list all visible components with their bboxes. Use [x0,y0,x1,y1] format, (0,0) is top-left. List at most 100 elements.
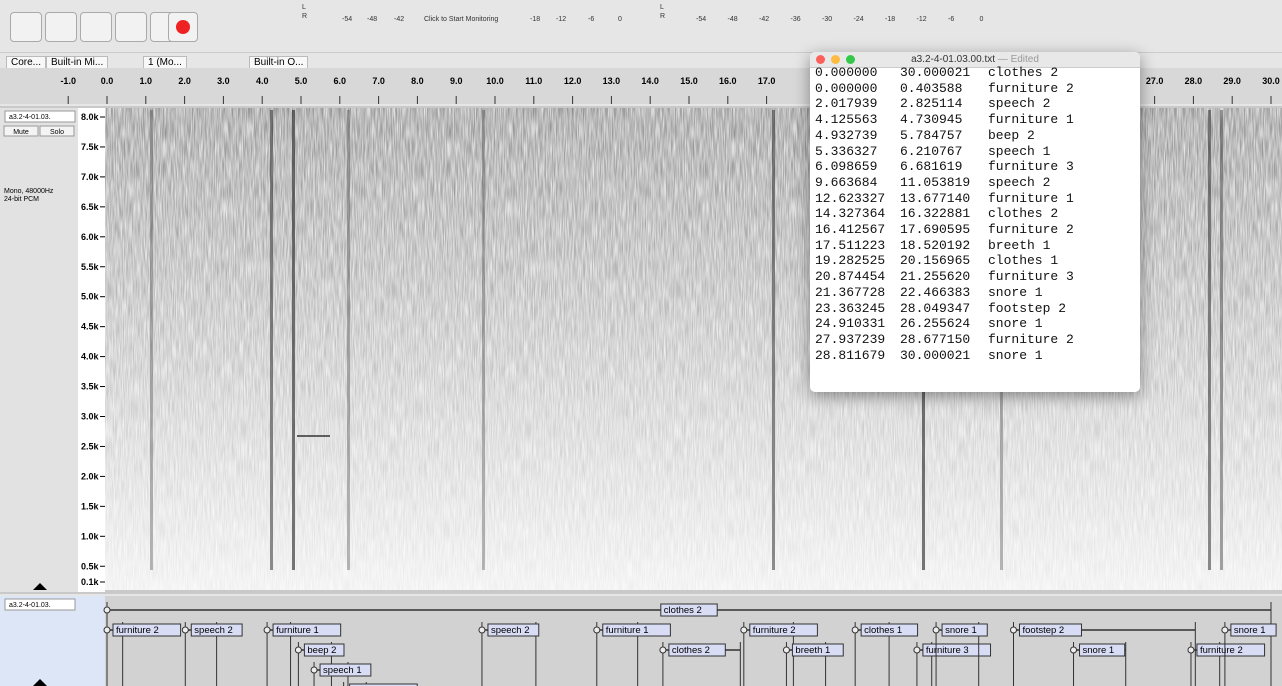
label-text: snore 1 [945,625,977,636]
ruler-tick-label: 15.0 [680,76,698,86]
row-end: 5.784757 [900,128,962,143]
ruler-tick-label: 7.0 [372,76,385,86]
label-handle [295,647,301,653]
ruler-tick-label: 8.0 [411,76,424,86]
label-text: speech 1 [323,665,362,676]
spectral-stripe [347,110,350,570]
spectral-stripe [1208,110,1211,570]
row-label: speech 2 [988,96,1050,111]
row-label: furniture 3 [988,159,1074,174]
row-start: 9.663684 [815,175,877,190]
track-button-label: Mute [13,129,29,136]
spectral-stripe [270,110,273,570]
freq-label: 1.5k [81,501,100,511]
freq-label: 7.5k [81,142,100,152]
label-handle [104,607,110,613]
row-start: 6.098659 [815,159,877,174]
label-text: snore 1 [1083,645,1115,656]
ruler-tick-label: 10.0 [486,76,504,86]
freq-label: 6.5k [81,202,100,212]
freq-label: 3.0k [81,412,100,422]
row-end: 30.000021 [900,65,970,80]
freq-label: 5.5k [81,262,100,272]
freq-label: 5.0k [81,292,100,302]
freq-label: 1.0k [81,531,100,541]
ruler-tick-label: 16.0 [719,76,737,86]
row-label: clothes 2 [988,206,1058,221]
row-label: beep 2 [988,128,1035,143]
ruler-tick-label: 12.0 [564,76,582,86]
row-label: footstep 2 [988,301,1066,316]
row-end: 4.730945 [900,112,962,127]
spectral-stripe [772,110,775,570]
freq-label: 4.5k [81,322,100,332]
track-panel [0,108,78,592]
row-start: 4.932739 [815,128,877,143]
ruler-tick-label: 17.0 [758,76,776,86]
row-end: 30.000021 [900,348,970,363]
row-label: furniture 1 [988,191,1074,206]
row-end: 28.049347 [900,301,970,316]
label-handle [852,627,858,633]
row-start: 14.327364 [815,206,885,221]
label-handle [1010,627,1016,633]
row-start: 16.412567 [815,222,885,237]
label-text: beep 2 [307,645,336,656]
label-handle [104,627,110,633]
ruler-tick-label: -1.0 [60,76,76,86]
freq-label: 0.1k [81,577,100,587]
label-handle [1071,647,1077,653]
label-handle [783,647,789,653]
ruler-tick-label: 29.0 [1223,76,1241,86]
row-end: 18.520192 [900,238,970,253]
row-start: 17.511223 [815,238,885,253]
label-handle [914,647,920,653]
track-info: 24-bit PCM [4,196,39,203]
row-end: 28.677150 [900,332,970,347]
ruler-tick-label: 27.0 [1146,76,1164,86]
row-label: speech 1 [988,144,1050,159]
freq-label: 3.5k [81,382,100,392]
freq-label: 0.5k [81,561,100,571]
row-label: furniture 2 [988,222,1074,237]
track-name: a3.2-4-01.03. [9,114,51,121]
row-end: 22.466383 [900,285,970,300]
spectral-stripe [292,110,295,570]
label-text: breeth 1 [795,645,830,656]
ruler-tick-label: 30.0 [1262,76,1280,86]
label-text: furniture 1 [606,625,649,636]
label-text: clothes 2 [664,605,702,616]
ruler-tick-label: 3.0 [217,76,230,86]
label-handle [264,627,270,633]
row-start: 21.367728 [815,285,885,300]
spectral-stripe [150,110,153,570]
row-start: 5.336327 [815,144,877,159]
row-label: snore 1 [988,316,1043,331]
spectral-stripe [1220,110,1223,570]
row-end: 0.403588 [900,81,962,96]
row-label: clothes 2 [988,65,1058,80]
freq-label: 7.0k [81,172,100,182]
row-end: 17.690595 [900,222,970,237]
row-start: 0.000000 [815,81,877,96]
ruler-tick-label: 2.0 [178,76,191,86]
row-label: snore 1 [988,348,1043,363]
label-handle [594,627,600,633]
label-handle [479,627,485,633]
row-end: 6.210767 [900,144,962,159]
track-info: Mono, 48000Hz [4,188,54,195]
freq-label: 4.0k [81,352,100,362]
ruler-tick-label: 6.0 [334,76,347,86]
label-text: clothes 1 [864,625,902,636]
label-handle [1222,627,1228,633]
row-label: speech 2 [988,175,1050,190]
row-start: 28.811679 [815,348,885,363]
row-end: 26.255624 [900,316,970,331]
row-start: 12.623327 [815,191,885,206]
row-start: 0.000000 [815,65,877,80]
row-label: snore 1 [988,285,1043,300]
label-text: furniture 2 [1200,645,1243,656]
row-start: 20.874454 [815,269,885,284]
track-name: a3.2-4-01.03. [9,602,51,609]
edit-status: — Edited [998,54,1039,65]
